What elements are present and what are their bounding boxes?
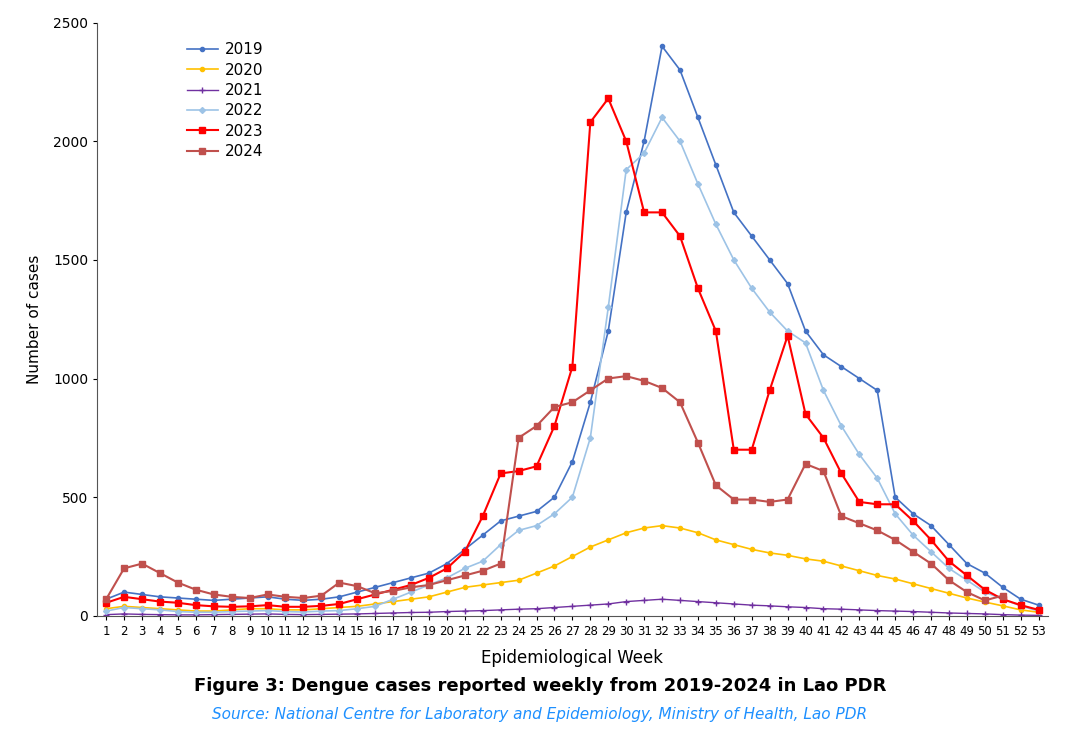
Line: 2019: 2019 [104,44,1041,608]
2024 [960,587,973,596]
2019 [99,595,112,604]
2023 [656,208,669,217]
2022 [1032,607,1045,616]
2024 [620,372,633,381]
2020 [637,523,650,532]
2020 [1032,608,1045,617]
2020 [835,562,848,571]
2023 [351,595,364,604]
2022 [691,179,704,189]
2022 [99,607,112,616]
2023 [1032,605,1045,614]
Line: 2024: 2024 [104,373,1005,603]
2022 [674,137,687,146]
2021 [1032,611,1045,620]
2022 [745,284,758,293]
2020 [943,589,956,598]
2020 [351,602,364,611]
2024 [387,587,400,596]
2019 [943,540,956,549]
2022 [727,255,740,264]
Line: 2020: 2020 [104,523,1041,614]
Y-axis label: Number of cases: Number of cases [27,255,42,384]
2024 [99,595,112,604]
X-axis label: Epidemiological Week: Epidemiological Week [482,649,663,667]
2024 [710,481,723,490]
2023 [602,94,615,103]
2024 [978,596,991,605]
Text: Source: National Centre for Laboratory and Epidemiology, Ministry of Health, Lao: Source: National Centre for Laboratory a… [213,707,867,722]
2021 [835,605,848,614]
2023 [943,556,956,566]
2022 [853,450,866,459]
2024 [764,497,777,506]
2019 [351,587,364,596]
2023 [674,231,687,240]
2022 [368,602,381,611]
2023 [710,327,723,336]
2019 [710,161,723,170]
2019 [656,42,669,51]
Line: 2022: 2022 [104,116,1041,614]
2021 [637,596,650,605]
2019 [835,362,848,371]
2021 [351,609,364,618]
Line: 2023: 2023 [104,95,1041,613]
2019 [637,137,650,146]
2020 [674,523,687,532]
2021 [710,599,723,608]
2021 [656,595,669,604]
2020 [710,535,723,544]
2019 [674,65,687,74]
2020 [656,521,669,530]
2023 [835,469,848,478]
2019 [1032,601,1045,610]
2024 [368,589,381,598]
2022 [189,608,202,617]
2023 [99,599,112,608]
2024 [297,593,310,602]
2021 [674,596,687,605]
2021 [943,608,956,617]
Text: Figure 3: Dengue cases reported weekly from 2019-2024 in Lao PDR: Figure 3: Dengue cases reported weekly f… [193,677,887,695]
2024 [996,591,1009,600]
2021 [99,610,112,619]
2020 [99,605,112,614]
Legend: 2019, 2020, 2021, 2022, 2023, 2024: 2019, 2020, 2021, 2022, 2023, 2024 [180,36,270,165]
2022 [656,113,669,122]
Line: 2021: 2021 [104,596,1041,618]
